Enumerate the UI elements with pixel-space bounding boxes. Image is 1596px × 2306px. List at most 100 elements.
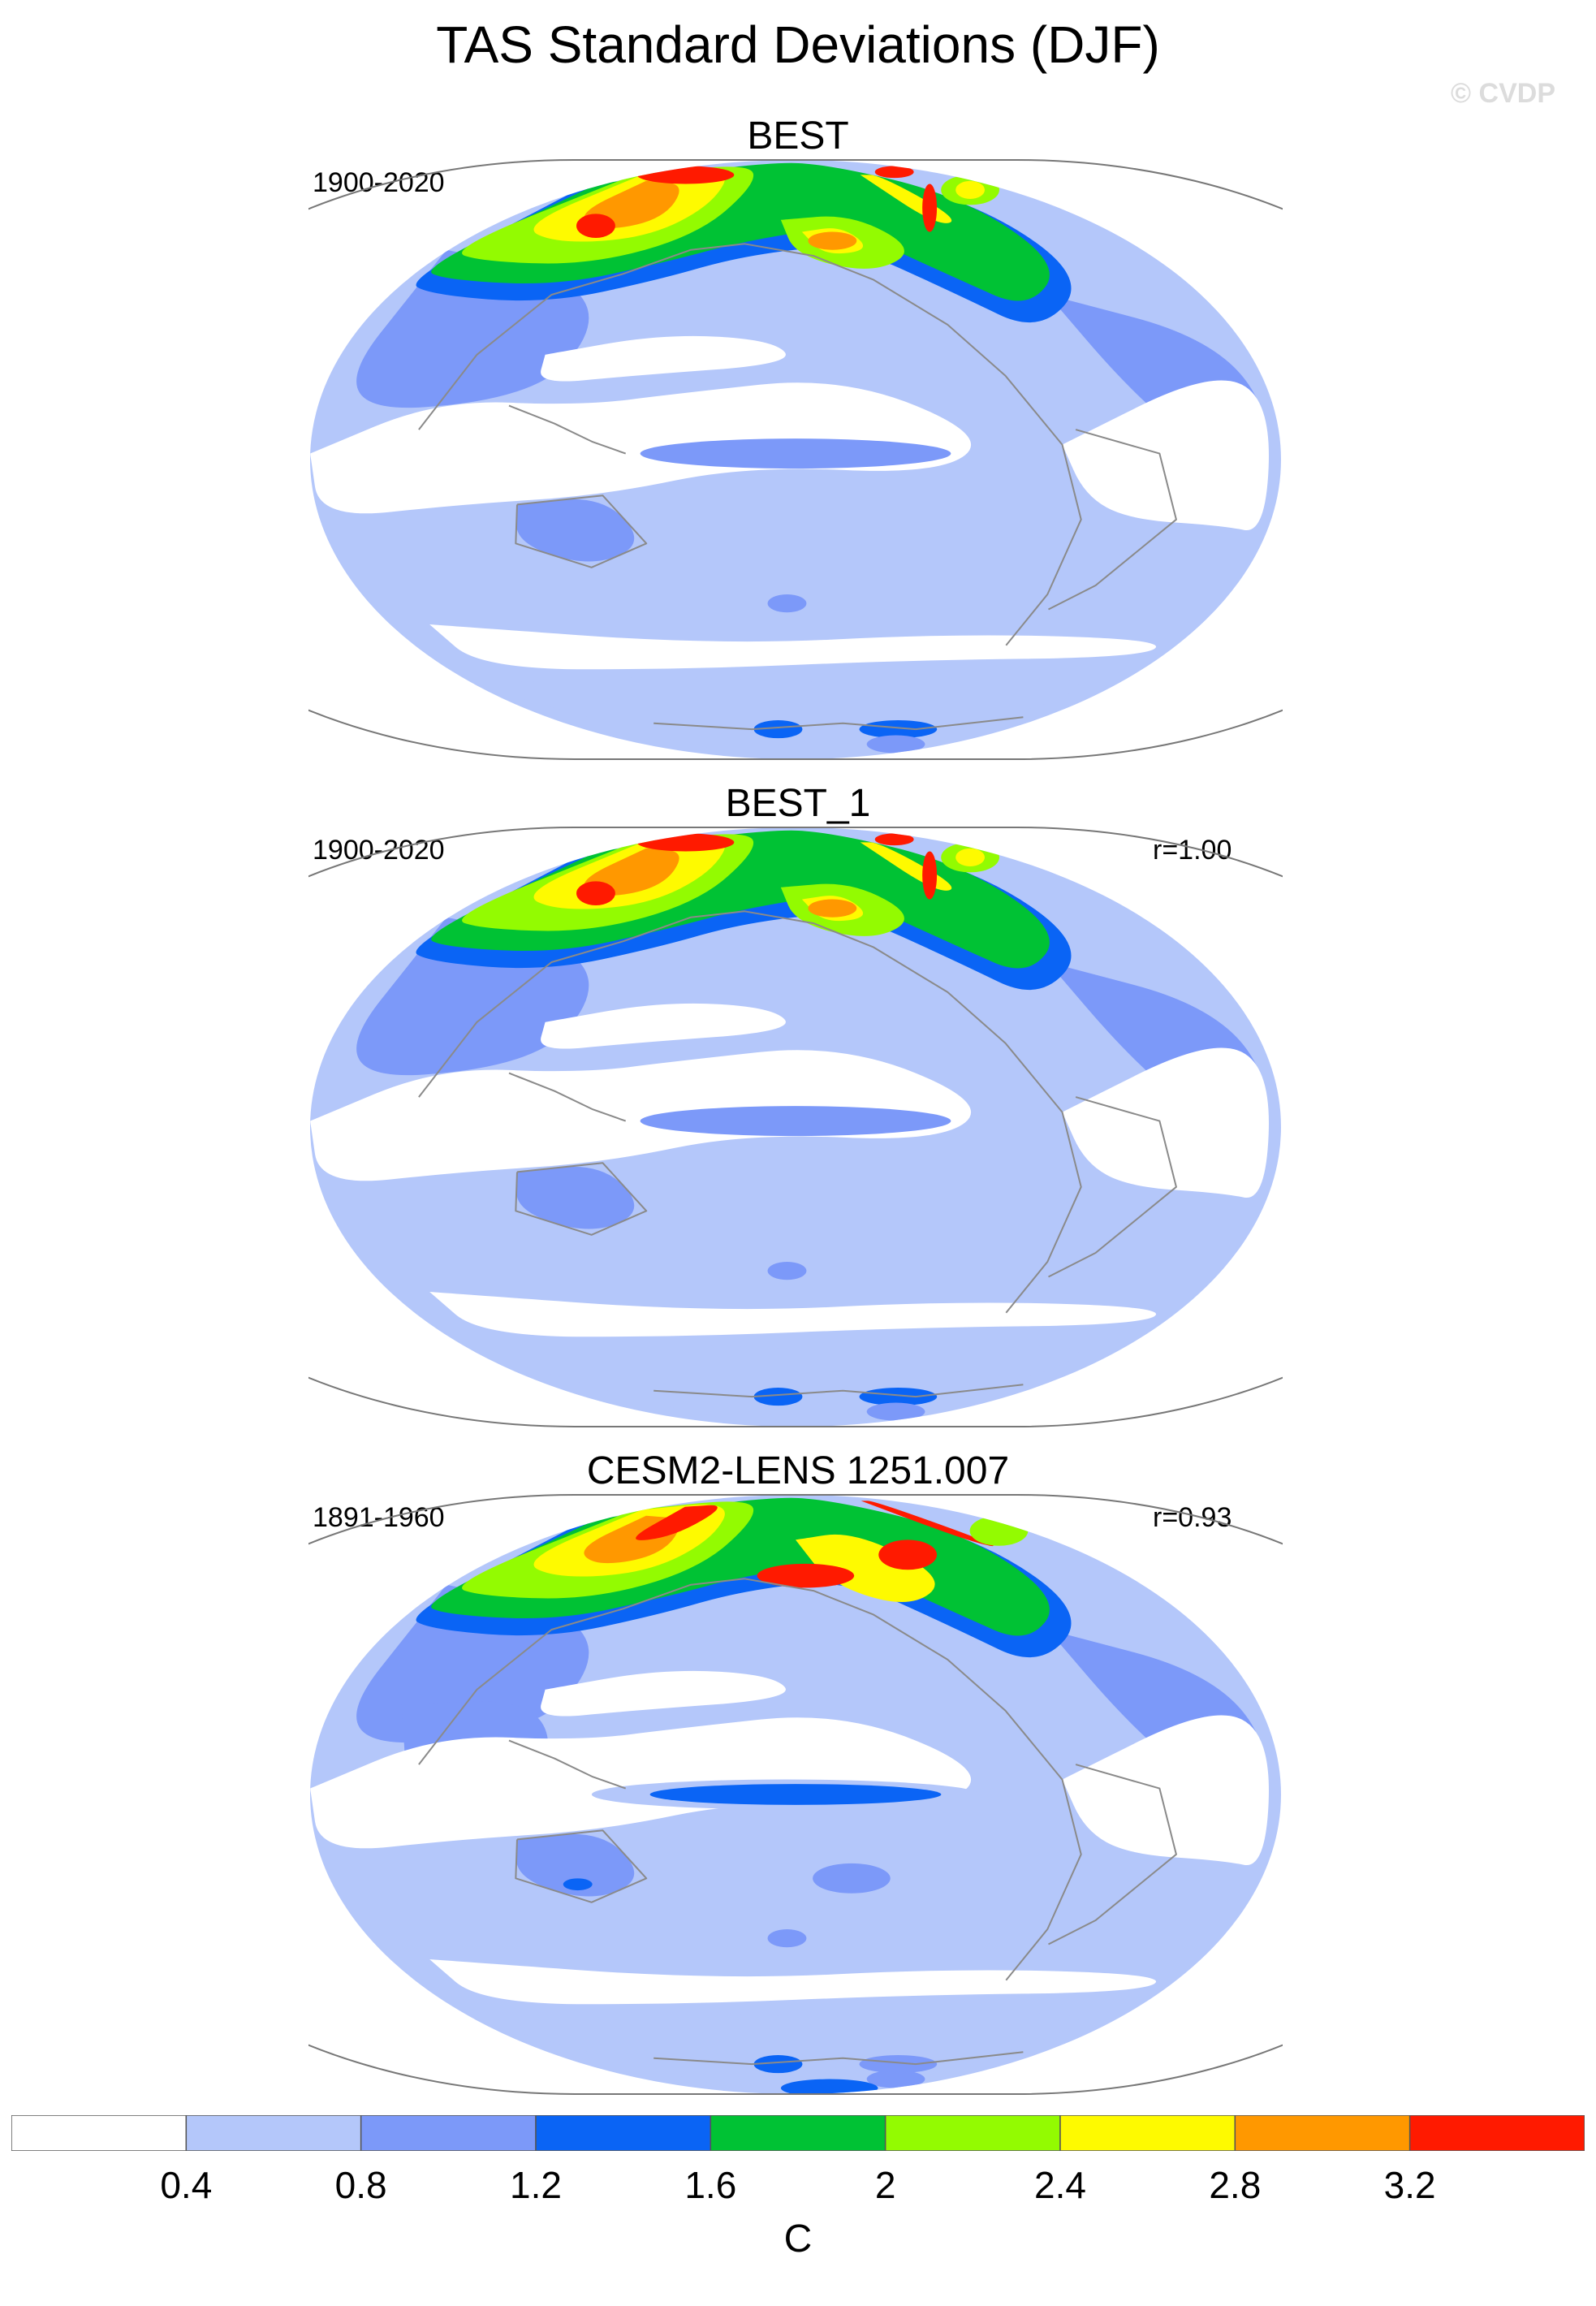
tropics-white-region	[310, 1717, 972, 1849]
greenland-red-region	[861, 1501, 994, 1547]
antarctic-region	[471, 2012, 1079, 2093]
namerica-orange-region	[808, 899, 857, 918]
colorbar-tick-label: 2	[874, 2164, 896, 2206]
namerica-orange-region	[808, 231, 857, 250]
coastline	[653, 2051, 1024, 2066]
coastline	[653, 716, 1024, 731]
coastline	[515, 1829, 648, 1903]
australia-region	[516, 1833, 635, 1897]
antarctic-spot-3	[866, 735, 925, 754]
namerica-yellow-region	[796, 1534, 935, 1603]
southern-white-band	[429, 624, 1157, 670]
coastline	[1048, 1096, 1177, 1278]
credit-watermark: © CVDP	[1451, 78, 1555, 109]
coastline	[515, 1162, 648, 1236]
coastline	[418, 1578, 1082, 1981]
europe-yellow	[955, 848, 986, 866]
hudson-red-streak	[922, 184, 938, 232]
coastline	[1048, 1764, 1177, 1945]
map-outline	[308, 1494, 1283, 2095]
atlantic-white-region	[1062, 1047, 1269, 1198]
map-outline	[308, 827, 1283, 1427]
antarctic-spot-3	[866, 2070, 925, 2088]
panel-period-2: 1900-2020	[313, 835, 445, 866]
enso-core	[640, 438, 951, 469]
coastline	[508, 1072, 627, 1122]
antarctic-spot-1	[753, 1388, 803, 1406]
panel-title-2: BEST_1	[725, 782, 871, 825]
coastline	[508, 1739, 627, 1790]
sh-spot	[767, 594, 807, 613]
panel-correlation-2: r=1.00	[1153, 835, 1232, 866]
colorbar-tick-label: 1.2	[510, 2164, 562, 2206]
map-panel-2	[308, 827, 1283, 1427]
colorbar-units: C	[783, 2217, 813, 2261]
antarctic-spot-2	[859, 720, 938, 739]
panel-title-3: CESM2-LENS 1251.007	[586, 1449, 1010, 1492]
npac-white-region	[541, 1003, 786, 1049]
colorbar-swatch	[185, 2115, 362, 2151]
colorbar-tick-label: 3.2	[1383, 2164, 1436, 2206]
coastline	[418, 243, 1082, 646]
colorbar-swatch	[1234, 2115, 1411, 2151]
npac-white-region	[541, 335, 786, 382]
antarctic-spot-3	[866, 1402, 925, 1421]
npac-white-region	[541, 1670, 786, 1717]
coastline	[515, 494, 648, 568]
enso-core	[649, 1784, 942, 1805]
siberia-red-region	[636, 166, 735, 184]
antarctic-spot-1	[753, 720, 803, 739]
siberia-red-core	[576, 881, 615, 905]
antarctic-spot-2	[859, 1388, 938, 1406]
hudson-red-streak	[922, 851, 938, 900]
colorbar-swatch	[884, 2115, 1061, 2151]
atlantic-white-region	[1062, 1715, 1269, 1866]
colorbar-swatch	[1059, 2115, 1236, 2151]
map-outline	[308, 159, 1283, 760]
colorbar-tick-label: 1.6	[684, 2164, 737, 2206]
southern-white-band	[429, 1292, 1157, 1337]
siberia-orange-region	[584, 180, 679, 229]
colorbar-tick-label: 2.8	[1209, 2164, 1262, 2206]
colorbar	[11, 2115, 1585, 2151]
colorbar-tick-label: 0.4	[160, 2164, 213, 2206]
coastline	[418, 910, 1082, 1314]
antarctic-spot-2	[859, 2055, 938, 2074]
antarctic-region	[471, 677, 1079, 758]
panel-title-1: BEST	[747, 114, 849, 158]
tropics-white-region	[310, 1050, 972, 1181]
colorbar-tick-label: 2.4	[1034, 2164, 1086, 2206]
colorbar-swatch	[535, 2115, 712, 2151]
sh-spot	[767, 1262, 807, 1280]
colorbar-swatch	[710, 2115, 886, 2151]
map-panel-1	[308, 159, 1283, 760]
greenland-red-spot	[874, 166, 914, 179]
colorbar-swatch	[360, 2115, 537, 2151]
map-panel-3	[308, 1494, 1283, 2095]
siberia-red-region	[636, 1505, 718, 1540]
tropics-white-region	[310, 382, 972, 514]
sh-spot	[767, 1929, 807, 1948]
antarctic-region	[471, 1345, 1079, 1426]
colorbar-swatch	[11, 2115, 188, 2151]
namerica-red-1	[757, 1563, 855, 1588]
siberia-orange-region	[584, 848, 679, 896]
coastline	[1048, 429, 1177, 611]
figure-title: TAS Standard Deviations (DJF)	[436, 15, 1160, 74]
australia-region	[516, 1166, 635, 1229]
namerica-red-2	[878, 1539, 938, 1570]
siberia-red-core	[576, 214, 615, 238]
colorbar-tick-label: 0.8	[334, 2164, 387, 2206]
greenland-red-spot	[874, 833, 914, 846]
panel-period-3: 1891-1960	[313, 1502, 445, 1533]
sh-spot-2	[813, 1863, 891, 1894]
enso-core	[640, 1106, 951, 1137]
panel-correlation-3: r=0.93	[1153, 1502, 1232, 1533]
europe-lime	[969, 1515, 1029, 1546]
atlantic-white-region	[1062, 380, 1269, 531]
australia-spot	[563, 1878, 593, 1891]
antarctic-spot-1	[753, 2055, 803, 2074]
colorbar-swatch	[1408, 2115, 1585, 2151]
coastline	[653, 1384, 1024, 1398]
australia-region	[516, 499, 635, 562]
